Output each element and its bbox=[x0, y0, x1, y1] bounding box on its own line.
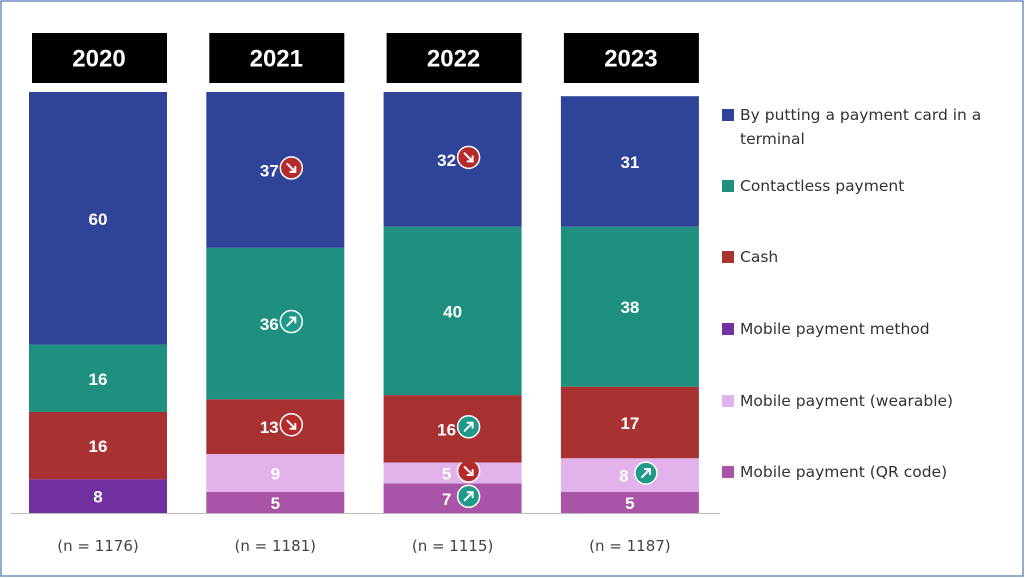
bar-segment bbox=[560, 96, 699, 227]
value-label: 5 bbox=[625, 494, 634, 513]
value-label: 7 bbox=[442, 490, 451, 509]
x-tick-label: 2020 bbox=[72, 46, 125, 73]
trend-arrow-path bbox=[463, 421, 474, 432]
value-label: 40 bbox=[443, 302, 462, 321]
value-label: 60 bbox=[89, 210, 108, 229]
bar-segment bbox=[206, 247, 345, 400]
legend-swatch bbox=[722, 251, 734, 263]
trend-arrow-path bbox=[640, 468, 651, 479]
legend-swatch bbox=[722, 323, 734, 335]
bar-segment bbox=[206, 454, 345, 492]
trend-arrow-path bbox=[286, 419, 297, 430]
value-label: 8 bbox=[619, 467, 628, 486]
trend-arrow-path bbox=[463, 466, 474, 477]
value-label: 31 bbox=[620, 153, 639, 172]
value-label: 38 bbox=[620, 298, 639, 317]
bar-segment bbox=[29, 344, 167, 412]
value-label: 36 bbox=[260, 315, 279, 334]
x-tick-label: 2023 bbox=[604, 46, 657, 73]
bar-segment bbox=[383, 395, 522, 463]
year-header bbox=[209, 33, 345, 83]
bar-segment bbox=[206, 399, 345, 455]
bar-segment bbox=[383, 462, 522, 484]
value-label: 8 bbox=[93, 488, 102, 507]
bar-segment bbox=[560, 458, 699, 492]
trend-arrow bbox=[634, 461, 658, 485]
sample-size: (n = 1115) bbox=[412, 537, 494, 555]
legend-label: Mobile payment (QR code) bbox=[740, 463, 948, 481]
bar-segment bbox=[560, 491, 699, 513]
bar-segment bbox=[560, 226, 699, 387]
legend-swatch bbox=[722, 180, 734, 192]
bar-segment bbox=[29, 479, 167, 513]
legend-label: Contactless payment bbox=[740, 177, 905, 195]
bar-segment bbox=[383, 483, 522, 513]
year-header bbox=[386, 33, 522, 83]
bar-segment bbox=[29, 92, 167, 345]
value-label: 16 bbox=[89, 370, 108, 389]
year-header bbox=[563, 33, 699, 83]
value-label: 13 bbox=[260, 418, 279, 437]
value-label: 16 bbox=[437, 420, 456, 439]
value-label: 17 bbox=[620, 414, 639, 433]
trend-arrow bbox=[456, 459, 481, 483]
legend-label: Mobile payment method bbox=[740, 320, 930, 338]
trend-arrow-path bbox=[463, 491, 474, 502]
bar-segment bbox=[206, 92, 345, 248]
trend-arrow bbox=[456, 484, 481, 509]
x-tick-label: 2021 bbox=[250, 46, 303, 73]
legend-swatch bbox=[722, 109, 734, 121]
legend-swatch bbox=[722, 466, 734, 478]
sample-size: (n = 1176) bbox=[57, 537, 139, 555]
x-tick-label: 2022 bbox=[427, 46, 480, 73]
bar-segment bbox=[383, 92, 522, 227]
value-label: 5 bbox=[271, 494, 280, 513]
trend-arrow bbox=[456, 415, 481, 439]
sample-size: (n = 1187) bbox=[589, 537, 671, 555]
trend-arrow bbox=[279, 156, 304, 180]
trend-arrow bbox=[456, 145, 481, 170]
trend-arrow-path bbox=[286, 316, 297, 327]
sample-size: (n = 1181) bbox=[235, 537, 317, 555]
bar-segment bbox=[560, 386, 699, 459]
value-label: 9 bbox=[271, 465, 280, 484]
value-label: 37 bbox=[260, 161, 279, 180]
bar-segment bbox=[29, 411, 167, 480]
value-label: 16 bbox=[89, 437, 108, 456]
trend-arrow bbox=[279, 412, 304, 437]
trend-arrow bbox=[279, 309, 304, 334]
trend-arrow-path bbox=[286, 162, 297, 173]
legend-label: Mobile payment (wearable) bbox=[740, 392, 954, 410]
legend-label: By putting a payment card in a terminal bbox=[740, 106, 982, 148]
value-label: 5 bbox=[442, 465, 451, 484]
value-label: 32 bbox=[437, 151, 456, 170]
bar-segment bbox=[383, 226, 522, 396]
year-header bbox=[32, 33, 167, 83]
bar-segment bbox=[206, 491, 345, 513]
legend-label: Cash bbox=[740, 248, 779, 266]
trend-arrow-path bbox=[463, 152, 474, 163]
legend-swatch bbox=[722, 395, 734, 407]
